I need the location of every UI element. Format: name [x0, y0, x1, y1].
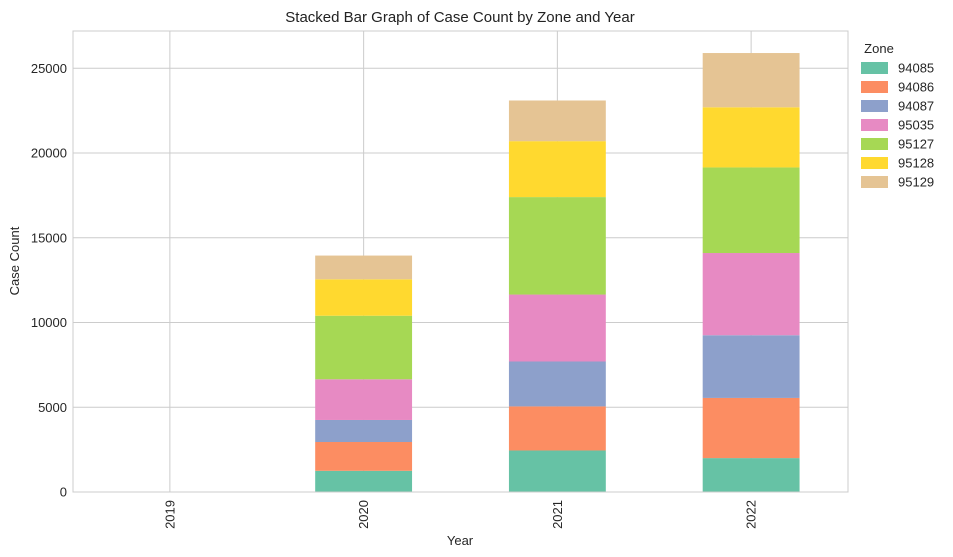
legend-swatch	[861, 138, 888, 150]
legend: Zone 94085 94086 94087 95035 95127 95128 95129	[861, 41, 934, 190]
bar-segment	[702, 458, 800, 492]
bar-segment	[315, 315, 413, 380]
y-axis-label: Case Count	[7, 226, 22, 295]
legend-label: 94086	[898, 80, 934, 95]
bar-segment	[315, 379, 413, 420]
bar-segment	[508, 294, 606, 362]
bar-segment	[508, 141, 606, 198]
bar-segment	[702, 335, 800, 398]
bar-segment	[508, 100, 606, 142]
y-tick-label: 10000	[31, 315, 67, 330]
bar-segment	[702, 167, 800, 254]
legend-swatch	[861, 81, 888, 93]
y-axis-ticks: 0 5000 10000 15000 20000 25000	[31, 61, 67, 500]
bar-segment	[702, 53, 800, 108]
x-tick-label: 2021	[550, 500, 565, 529]
legend-label: 95035	[898, 118, 934, 133]
bar-segment	[508, 361, 606, 407]
bar-segment	[315, 419, 413, 443]
chart-title: Stacked Bar Graph of Case Count by Zone …	[285, 9, 634, 26]
bar-segment	[315, 255, 413, 280]
bar-segment	[508, 197, 606, 295]
legend-swatch	[861, 119, 888, 131]
bar-segment	[315, 442, 413, 471]
y-tick-label: 0	[60, 485, 67, 500]
bar-segment	[702, 253, 800, 336]
legend-swatch	[861, 62, 888, 74]
y-tick-label: 25000	[31, 61, 67, 76]
bar-segment	[315, 279, 413, 316]
y-tick-label: 15000	[31, 230, 67, 245]
y-tick-label: 20000	[31, 146, 67, 161]
legend-label: 95128	[898, 156, 934, 171]
x-axis-ticks: 2019 2020 2021 2022	[162, 500, 758, 529]
x-tick-label: 2019	[162, 500, 177, 529]
legend-label: 94085	[898, 61, 934, 76]
legend-swatch	[861, 100, 888, 112]
bar-segment	[315, 470, 413, 492]
bar-segment	[508, 450, 606, 492]
bars	[315, 53, 800, 492]
bar-segment	[702, 397, 800, 459]
bar-segment	[508, 406, 606, 451]
plot-frame	[72, 30, 849, 493]
legend-swatch	[861, 176, 888, 188]
x-axis-label: Year	[447, 533, 474, 548]
legend-label: 95129	[898, 175, 934, 190]
legend-label: 94087	[898, 99, 934, 114]
legend-label: 95127	[898, 137, 934, 152]
x-tick-label: 2022	[744, 500, 759, 529]
bar-segment	[702, 107, 800, 168]
legend-swatch	[861, 157, 888, 169]
x-tick-label: 2020	[356, 500, 371, 529]
y-tick-label: 5000	[38, 400, 67, 415]
legend-title: Zone	[864, 41, 894, 56]
